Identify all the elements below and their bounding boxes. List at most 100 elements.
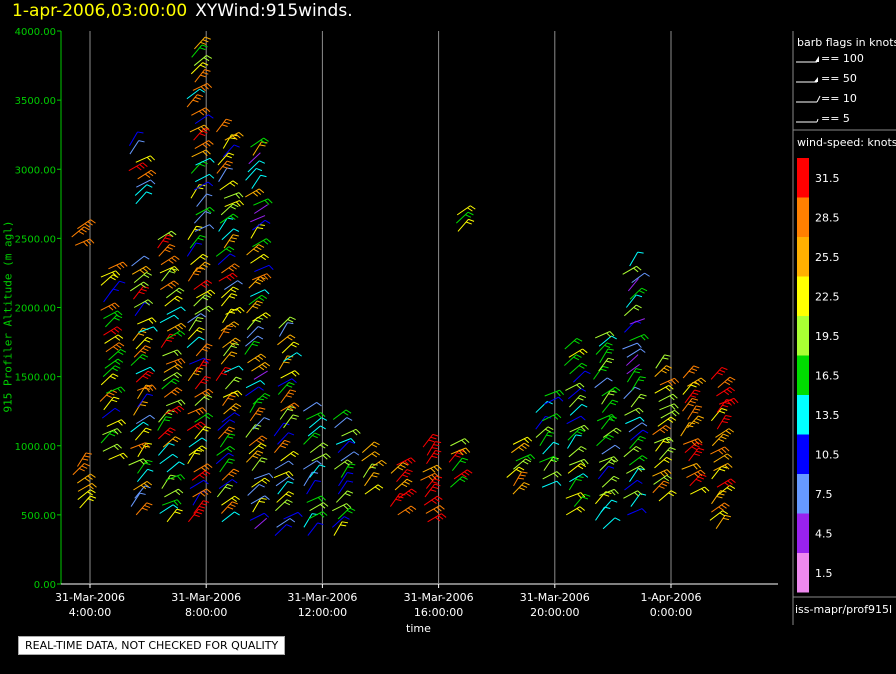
- barb-feather: [287, 481, 294, 484]
- wind-barb: [602, 427, 617, 438]
- barb-feather: [285, 395, 292, 398]
- barb-feather: [607, 377, 613, 382]
- barb-feather: [579, 428, 585, 432]
- wind-barb: [100, 373, 114, 386]
- wind-barb: [247, 484, 260, 496]
- wind-barb: [163, 363, 178, 373]
- barb-feather: [201, 348, 208, 352]
- barb-feather: [197, 127, 203, 133]
- wind-barb: [539, 455, 555, 463]
- wind-barb: [165, 399, 182, 407]
- barb-feather: [143, 430, 150, 434]
- barb-feather: [120, 386, 126, 392]
- barb-feather: [146, 393, 153, 396]
- chart-title: 1-apr-2006,03:00:00 XYWind:915winds.: [12, 1, 353, 21]
- barb-feather: [670, 379, 676, 385]
- wind-barb: [190, 161, 203, 174]
- barb-feather: [200, 421, 206, 426]
- wind-barb: [573, 370, 586, 383]
- barb-feather: [144, 504, 151, 509]
- barb-feather: [195, 410, 201, 416]
- barb-feather: [119, 280, 126, 284]
- wind-barb: [709, 510, 723, 521]
- barb-feather: [117, 334, 124, 339]
- barb-feather: [257, 278, 264, 283]
- barb-feather: [350, 438, 356, 444]
- wind-barb: [453, 469, 468, 480]
- wind-barb: [135, 155, 151, 163]
- wind-barb: [569, 362, 583, 375]
- wind-barb: [223, 192, 240, 199]
- barb-feather: [173, 373, 180, 379]
- wind-barb: [247, 160, 260, 173]
- barb-feather: [229, 503, 236, 508]
- barb-feather: [140, 484, 147, 490]
- barb-feather: [254, 281, 261, 285]
- wind-barb: [512, 482, 525, 495]
- wind-barb: [221, 286, 234, 299]
- barb-feather: [82, 458, 89, 461]
- wind-barb: [598, 357, 609, 372]
- wind-barb: [130, 354, 143, 366]
- barb-feather: [317, 413, 323, 419]
- wind-barb: [596, 434, 609, 447]
- barb-feather: [194, 96, 201, 100]
- wind-barb: [196, 193, 207, 207]
- barb-feather: [171, 391, 177, 396]
- barb-feather: [81, 228, 87, 233]
- barb-feather: [287, 322, 294, 325]
- barb-feather: [112, 271, 117, 277]
- barb-feather: [344, 461, 350, 466]
- barb-feather: [610, 402, 617, 406]
- wind-barb: [77, 473, 91, 484]
- barb-feather: [226, 429, 233, 433]
- barb-feather: [636, 294, 643, 298]
- speed-label: 28.5: [815, 211, 840, 224]
- barb-feather: [718, 506, 724, 511]
- barb-feather: [636, 265, 642, 271]
- wind-barb: [191, 470, 206, 481]
- barb-feather: [716, 495, 723, 499]
- barb-feather: [262, 314, 268, 319]
- barb-feather: [319, 444, 326, 449]
- wind-barb: [654, 365, 667, 377]
- wind-barb: [659, 403, 675, 411]
- barb-feather: [556, 471, 562, 476]
- barb-feather: [581, 403, 588, 408]
- wind-barb: [334, 459, 348, 470]
- barb-feather: [256, 167, 263, 172]
- barb-feather: [165, 339, 173, 342]
- wind-barb: [224, 131, 240, 141]
- wind-barb: [251, 362, 266, 372]
- y-tick-label: 2500.00: [15, 234, 56, 245]
- speed-swatch: [797, 434, 809, 474]
- barb-feather: [87, 491, 93, 496]
- wind-barb: [221, 501, 233, 514]
- barb-feather: [410, 457, 416, 463]
- barb-feather: [434, 472, 440, 478]
- wind-barb: [250, 215, 266, 223]
- barb-feather: [609, 331, 615, 337]
- barb-feather: [209, 289, 216, 295]
- x-tick-time: 4:00:00: [69, 606, 111, 619]
- barb-feather: [576, 508, 582, 513]
- wind-barb: [595, 342, 608, 355]
- wind-barb: [655, 438, 666, 452]
- barb-feather: [114, 302, 120, 308]
- wind-barb: [133, 480, 148, 491]
- barb-feather: [167, 284, 173, 289]
- barb-feather: [521, 444, 527, 449]
- barb-feather: [580, 460, 586, 466]
- barb-feather: [198, 505, 205, 509]
- wind-barb: [573, 494, 585, 507]
- barb-feather: [346, 417, 353, 421]
- barb-feather: [264, 289, 270, 295]
- wind-barb: [222, 390, 238, 398]
- barb-feather: [88, 484, 94, 490]
- barb-feather: [343, 516, 350, 520]
- wind-barb: [246, 300, 258, 314]
- wind-barb: [689, 473, 702, 487]
- barb-feather: [435, 441, 442, 444]
- barb-feather: [168, 232, 174, 238]
- barb-feather: [163, 419, 170, 422]
